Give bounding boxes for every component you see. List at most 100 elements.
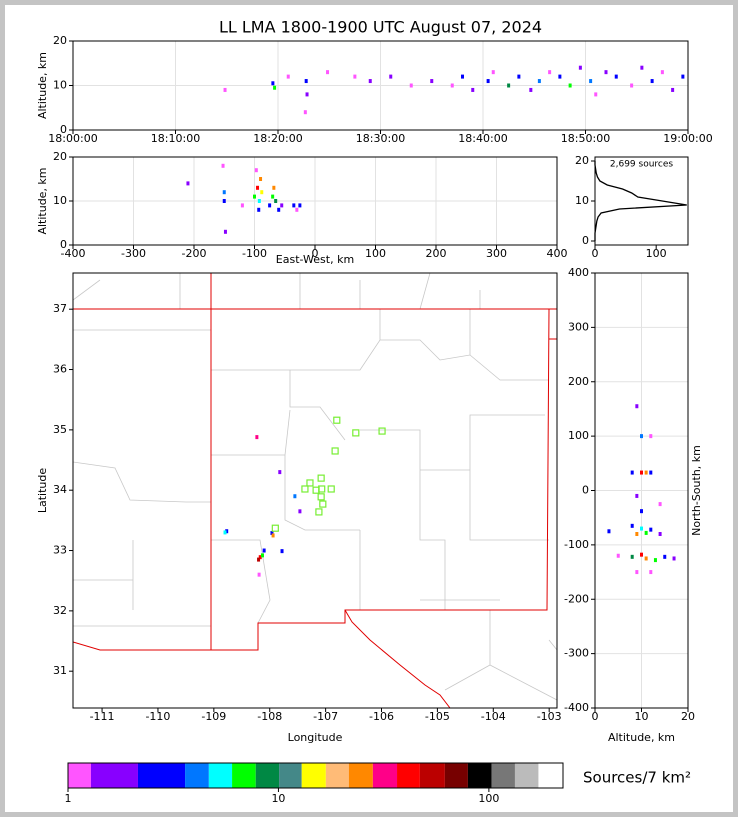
source-point xyxy=(507,83,511,88)
colorbar-segment xyxy=(419,763,445,788)
source-point xyxy=(256,185,260,190)
source-point xyxy=(186,181,190,186)
station xyxy=(317,493,325,501)
source-point xyxy=(681,74,685,79)
source-point xyxy=(304,79,308,84)
tick-label: 100 xyxy=(478,792,499,805)
y-tick-label: -400 xyxy=(564,701,589,714)
station xyxy=(306,479,314,487)
y-axis-label: Altitude, km xyxy=(36,167,49,234)
source-point xyxy=(409,83,413,88)
source-point xyxy=(298,509,302,514)
source-point xyxy=(292,203,296,208)
colorbar-segment xyxy=(301,763,326,788)
source-point xyxy=(257,207,261,212)
plot-area xyxy=(595,157,688,245)
x-tick-label: 10 xyxy=(635,710,649,723)
source-point xyxy=(663,554,667,559)
x-tick-label: 18:10:00 xyxy=(151,132,200,145)
source-point xyxy=(305,92,309,97)
colorbar-segment xyxy=(491,763,515,788)
station xyxy=(319,500,327,508)
y-tick-label: 20 xyxy=(53,34,67,47)
source-point xyxy=(471,87,475,92)
x-tick-label: 400 xyxy=(547,247,568,260)
x-tick-label: 300 xyxy=(486,247,507,260)
source-point xyxy=(548,70,552,75)
x-tick-label: 19:00:00 xyxy=(663,132,712,145)
x-tick-label: -105 xyxy=(425,710,450,723)
axes-frame xyxy=(72,272,558,709)
source-point xyxy=(353,74,357,79)
source-point xyxy=(640,470,643,475)
source-point xyxy=(630,470,634,475)
state-borders xyxy=(73,273,557,708)
source-point xyxy=(272,185,276,190)
colorbar-segment xyxy=(444,763,468,788)
tick-label: 1 xyxy=(65,792,72,805)
x-tick-label: 0 xyxy=(592,247,599,260)
y-tick-label: 10 xyxy=(575,194,589,207)
source-point xyxy=(277,207,281,212)
y-tick-label: 34 xyxy=(53,483,67,496)
y-tick-label: 35 xyxy=(53,423,67,436)
altitude-profile xyxy=(594,161,687,241)
source-point xyxy=(280,203,284,208)
map-geography xyxy=(73,273,557,708)
station xyxy=(327,485,335,493)
colorbar-segment xyxy=(348,763,373,788)
x-axis-label: East-West, km xyxy=(276,253,354,266)
x-tick-label: -107 xyxy=(313,710,338,723)
colorbar-segment xyxy=(325,763,349,788)
x-tick-label: 18:40:00 xyxy=(458,132,507,145)
source-point xyxy=(644,530,648,535)
y-tick-label: 20 xyxy=(53,150,67,163)
source-point xyxy=(274,199,278,203)
y-tick-label: 100 xyxy=(568,429,589,442)
y-tick-label: 400 xyxy=(568,266,589,279)
source-point xyxy=(280,549,284,554)
colorbar-segment xyxy=(397,763,420,788)
source-point xyxy=(293,494,297,499)
chart-title: LL LMA 1800-1900 UTC August 07, 2024 xyxy=(219,18,542,37)
source-point xyxy=(644,556,648,561)
source-point xyxy=(223,229,227,234)
station xyxy=(317,474,325,482)
source-point xyxy=(273,85,277,90)
axes-frame xyxy=(72,156,558,246)
source-point xyxy=(257,557,261,562)
source-point xyxy=(644,470,648,475)
source-point xyxy=(640,65,644,70)
y-tick-label: 37 xyxy=(53,302,67,315)
y-tick-label: 10 xyxy=(53,194,67,207)
y-tick-label: 0 xyxy=(60,238,67,251)
x-tick-label: -110 xyxy=(145,710,170,723)
x-tick-label: 18:20:00 xyxy=(253,132,302,145)
x-tick-label: -103 xyxy=(537,710,562,723)
source-point xyxy=(517,74,521,79)
y-axis-label: Latitude xyxy=(36,468,49,514)
source-point xyxy=(389,74,393,79)
source-point xyxy=(658,502,662,507)
y-tick-label: 300 xyxy=(568,320,589,333)
source-point xyxy=(653,558,657,563)
y-tick-label: 0 xyxy=(582,484,589,497)
colorbar-segment xyxy=(137,763,186,788)
station xyxy=(271,524,279,532)
source-point xyxy=(649,434,653,439)
source-point xyxy=(640,552,643,557)
source-point xyxy=(259,177,263,181)
source-point xyxy=(303,110,307,115)
x-tick-label: 18:00:00 xyxy=(48,132,97,145)
source-point xyxy=(260,553,264,558)
source-point xyxy=(594,92,598,97)
source-point xyxy=(450,83,454,88)
x-tick-label: -111 xyxy=(90,710,115,723)
station xyxy=(301,485,309,493)
station xyxy=(315,508,323,516)
colorbar-segment xyxy=(372,763,398,788)
source-point xyxy=(222,199,226,203)
x-tick-label: 20 xyxy=(681,710,695,723)
x-tick-label: 100 xyxy=(646,247,667,260)
y-tick-label: 36 xyxy=(53,363,67,376)
